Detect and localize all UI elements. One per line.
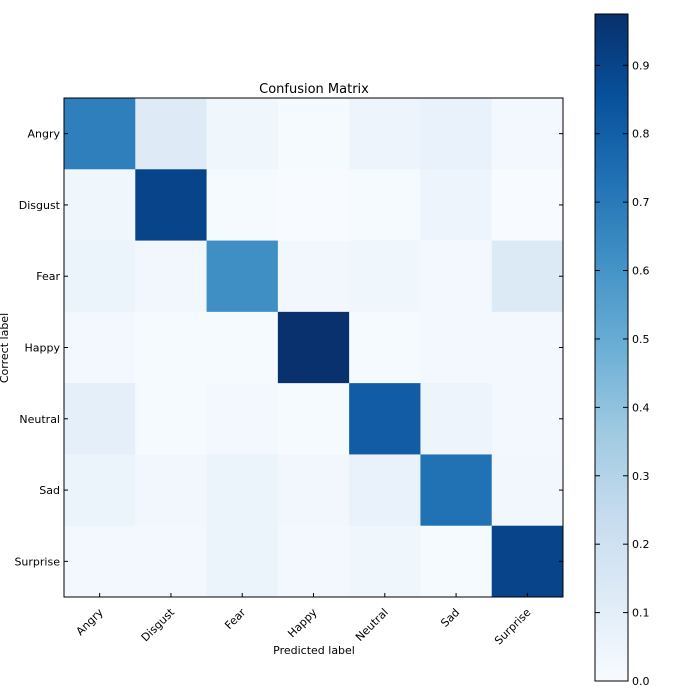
x-tick-label: Angry — [74, 606, 107, 639]
x-tick-labels: Angry Disgust Fear Happy Neutral Sad Surprise — [74, 593, 534, 647]
heatmap-cell — [64, 311, 136, 384]
heatmap-cell — [420, 169, 493, 242]
heatmap-cell — [206, 240, 279, 313]
y-axis-label: Correct label — [0, 313, 11, 383]
heatmap-cell — [420, 454, 493, 527]
colorbar-tick-label: 0.6 — [632, 265, 650, 278]
heatmap-cell — [135, 169, 208, 242]
heatmap-cell — [420, 383, 493, 455]
x-tick-label: Neutral — [353, 606, 391, 644]
colorbar: 0.0 0.1 0.2 0.3 0.4 0.5 0.6 0.7 0.8 0.9 — [594, 13, 650, 688]
heatmap-cell — [349, 525, 421, 598]
heatmap-cell — [277, 525, 350, 598]
heatmap-cell — [349, 311, 421, 384]
heatmap-cell — [64, 169, 136, 242]
colorbar-ticks: 0.0 0.1 0.2 0.3 0.4 0.5 0.6 0.7 0.8 0.9 — [595, 59, 650, 688]
y-tick-label: Angry — [27, 128, 60, 141]
heatmap-cell — [206, 311, 279, 384]
heatmap-cell — [206, 454, 279, 527]
colorbar-tick-label: 0.2 — [632, 538, 650, 551]
heatmap-cell — [206, 525, 279, 598]
heatmap-cell — [349, 383, 421, 455]
heatmap-cell — [64, 383, 136, 455]
heatmap-cell — [420, 525, 493, 598]
y-tick-label: Neutral — [19, 413, 60, 426]
heatmap-cell — [349, 454, 421, 527]
heatmap-cell — [135, 311, 208, 384]
colorbar-tick-label: 0.0 — [632, 675, 650, 688]
colorbar-tick-label: 0.9 — [632, 59, 650, 72]
heatmap-cell — [420, 311, 493, 384]
heatmap-cell — [206, 383, 279, 455]
x-tick-label: Disgust — [139, 605, 178, 644]
heatmap-cell — [491, 240, 564, 313]
heatmap-cell — [64, 525, 136, 598]
y-tick-label: Surprise — [14, 555, 60, 568]
heatmap-cell — [277, 454, 350, 527]
heatmap-cell — [491, 525, 564, 598]
colorbar-tick-label: 0.7 — [632, 196, 650, 209]
x-tick-label: Sad — [438, 606, 462, 630]
y-tick-label: Disgust — [19, 199, 61, 212]
heatmap-cell — [277, 98, 350, 170]
chart-title: Confusion Matrix — [259, 82, 369, 97]
colorbar-tick-label: 0.1 — [632, 607, 650, 620]
heatmap-cell — [64, 454, 136, 527]
x-tick-label: Surprise — [492, 606, 534, 648]
y-tick-labels: Angry Disgust Fear Happy Neutral Sad Surprise — [14, 128, 563, 568]
x-tick-label: Fear — [222, 606, 248, 632]
heatmap-cell — [491, 311, 564, 384]
x-axis-label: Predicted label — [273, 644, 355, 657]
heatmap-cell — [349, 240, 421, 313]
heatmap-cell — [135, 98, 208, 170]
heatmap-cell — [135, 454, 208, 527]
heatmap-cell — [349, 98, 421, 170]
heatmap-cell — [491, 169, 564, 242]
heatmap-cell — [491, 98, 564, 170]
heatmap-cell — [277, 383, 350, 455]
heatmap-cell — [491, 454, 564, 527]
y-tick-label: Happy — [25, 342, 61, 355]
colorbar-tick-label: 0.5 — [632, 333, 650, 346]
x-tick-label: Happy — [285, 606, 320, 641]
colorbar-tick-label: 0.8 — [632, 128, 650, 141]
heatmap-cell — [64, 98, 136, 170]
heatmap-cell — [206, 169, 279, 242]
heatmap-cell — [277, 240, 350, 313]
colorbar-gradient — [594, 13, 629, 682]
heatmap-cell — [491, 383, 564, 455]
y-tick-label: Fear — [36, 270, 60, 283]
heatmap-cell — [349, 169, 421, 242]
heatmap-cells — [64, 98, 564, 598]
colorbar-tick-label: 0.3 — [632, 470, 650, 483]
y-tick-label: Sad — [39, 484, 60, 497]
heatmap-cell — [420, 98, 493, 170]
heatmap-cell — [135, 240, 208, 313]
heatmap-cell — [135, 525, 208, 598]
colorbar-tick-label: 0.4 — [632, 401, 650, 414]
heatmap-cell — [420, 240, 493, 313]
heatmap-cell — [277, 169, 350, 242]
heatmap-cell — [206, 98, 279, 170]
heatmap-cell — [277, 311, 350, 384]
heatmap-cell — [64, 240, 136, 313]
heatmap-cell — [135, 383, 208, 455]
